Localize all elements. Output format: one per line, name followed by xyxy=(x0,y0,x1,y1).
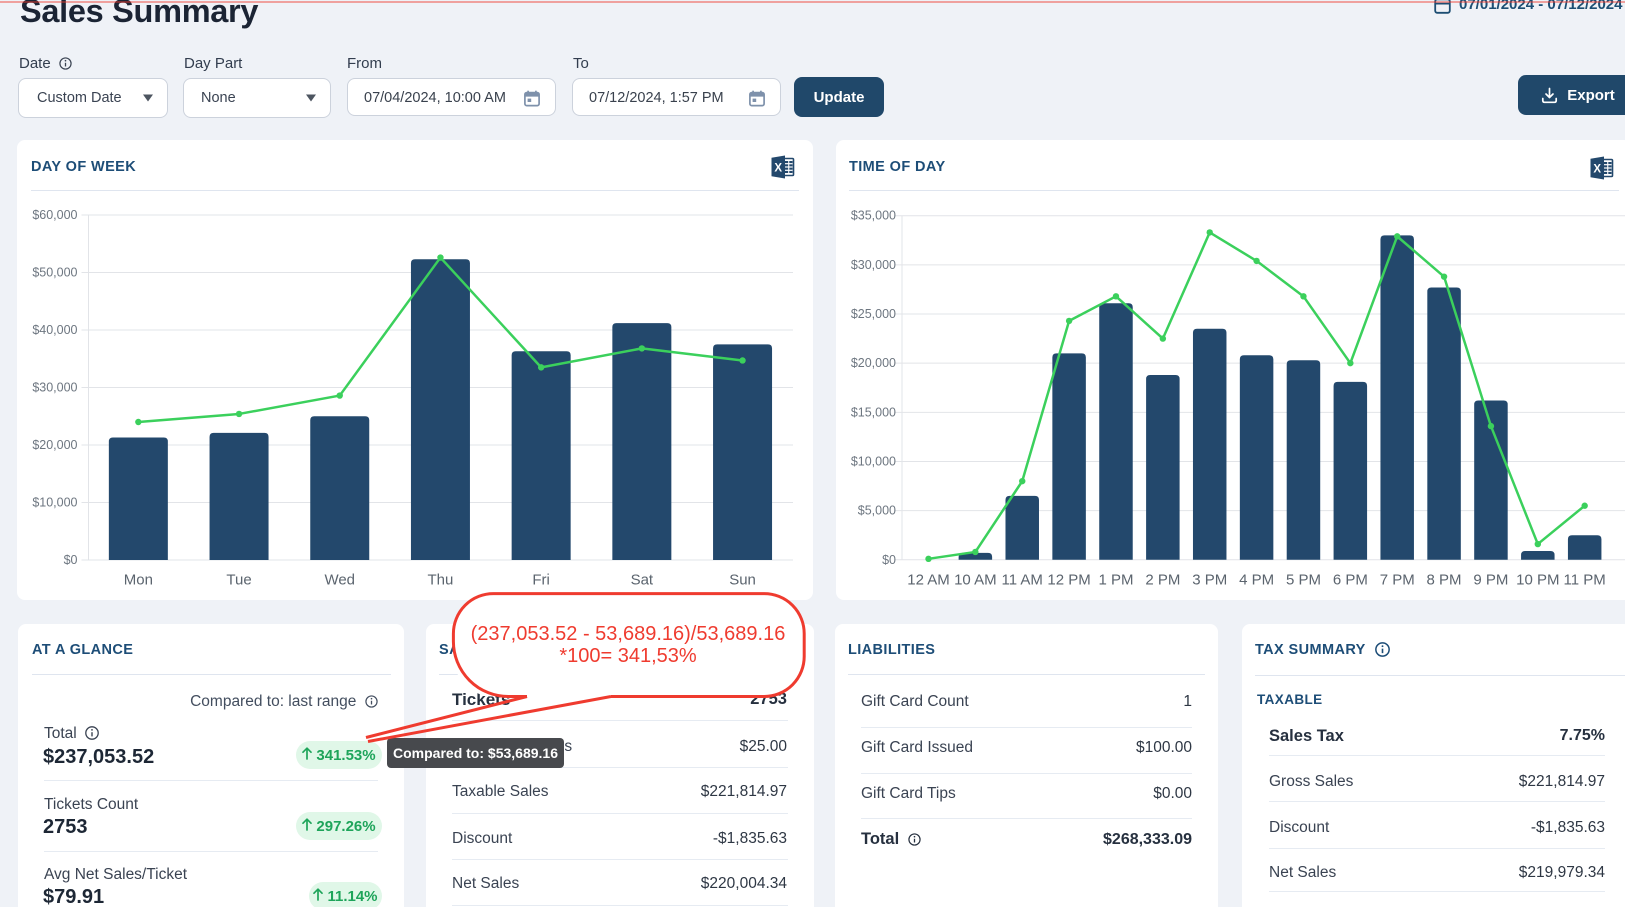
svg-text:$30,000: $30,000 xyxy=(851,258,896,272)
svg-text:Tue: Tue xyxy=(226,572,251,589)
svg-text:8 PM: 8 PM xyxy=(1427,571,1462,588)
svg-text:12 PM: 12 PM xyxy=(1047,571,1090,588)
svg-text:11 AM: 11 AM xyxy=(1002,571,1043,588)
svg-text:Sat: Sat xyxy=(631,572,654,589)
svg-text:6 PM: 6 PM xyxy=(1333,571,1368,588)
svg-text:$0: $0 xyxy=(882,553,896,567)
svg-text:10 PM: 10 PM xyxy=(1516,571,1559,588)
svg-text:3 PM: 3 PM xyxy=(1192,571,1227,588)
svg-text:$10,000: $10,000 xyxy=(851,454,896,468)
svg-text:X: X xyxy=(1593,164,1601,176)
svg-text:$5,000: $5,000 xyxy=(858,504,896,518)
svg-text:5 PM: 5 PM xyxy=(1286,571,1321,588)
svg-text:11 PM: 11 PM xyxy=(1564,571,1606,588)
svg-text:9 PM: 9 PM xyxy=(1473,571,1508,588)
svg-text:$50,000: $50,000 xyxy=(32,266,77,280)
svg-text:7 PM: 7 PM xyxy=(1380,571,1415,588)
svg-text:10 AM: 10 AM xyxy=(954,571,997,588)
svg-text:Fri: Fri xyxy=(532,572,550,589)
svg-text:$30,000: $30,000 xyxy=(32,381,77,395)
svg-text:$0: $0 xyxy=(64,553,78,567)
svg-text:$60,000: $60,000 xyxy=(32,208,77,222)
svg-text:$20,000: $20,000 xyxy=(32,438,77,452)
svg-text:$35,000: $35,000 xyxy=(851,209,896,223)
svg-text:$20,000: $20,000 xyxy=(851,356,896,370)
svg-text:Thu: Thu xyxy=(428,572,454,589)
svg-text:12 AM: 12 AM xyxy=(907,571,950,588)
svg-text:4 PM: 4 PM xyxy=(1239,571,1274,588)
svg-text:$40,000: $40,000 xyxy=(32,323,77,337)
svg-text:$15,000: $15,000 xyxy=(851,405,896,419)
svg-text:Wed: Wed xyxy=(324,572,355,589)
svg-text:Sun: Sun xyxy=(729,572,756,589)
svg-text:$25,000: $25,000 xyxy=(851,307,896,321)
svg-text:1 PM: 1 PM xyxy=(1098,571,1133,588)
svg-text:X: X xyxy=(774,163,782,175)
svg-text:2 PM: 2 PM xyxy=(1145,571,1180,588)
svg-text:Mon: Mon xyxy=(124,572,153,589)
svg-text:$10,000: $10,000 xyxy=(32,496,77,510)
